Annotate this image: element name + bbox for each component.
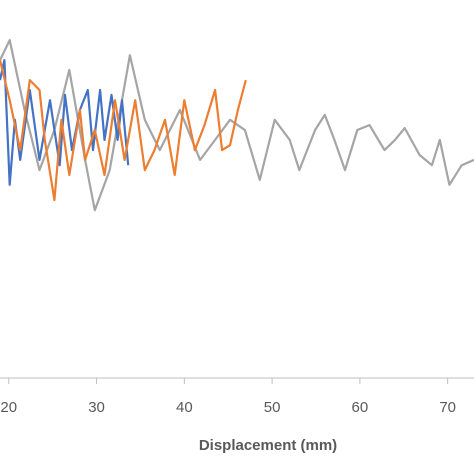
x-axis-title: Displacement (mm) (199, 437, 337, 454)
x-tick-label: 60 (352, 399, 369, 416)
x-tick-label: 50 (264, 399, 281, 416)
data-line (0, 59, 130, 186)
data-line (0, 59, 247, 202)
x-tick-label: 70 (439, 399, 456, 416)
x-tick-label: 20 (0, 399, 17, 416)
data-line (0, 39, 474, 212)
x-tick-label: 40 (176, 399, 193, 416)
x-tick-label: 30 (88, 399, 105, 416)
